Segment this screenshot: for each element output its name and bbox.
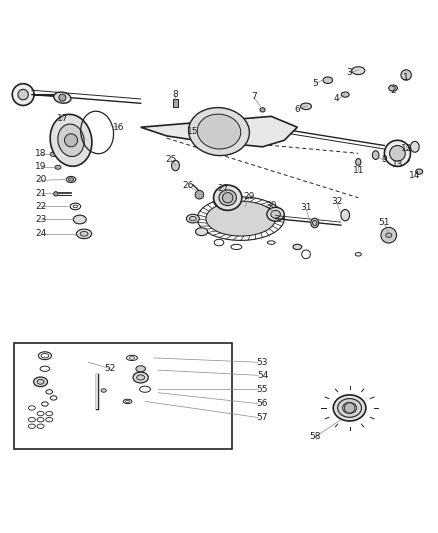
Ellipse shape <box>50 152 57 156</box>
Ellipse shape <box>341 209 350 221</box>
Text: 15: 15 <box>187 127 199 136</box>
Ellipse shape <box>101 389 106 392</box>
Ellipse shape <box>356 158 361 166</box>
Circle shape <box>18 90 28 100</box>
Ellipse shape <box>80 231 88 236</box>
Text: 16: 16 <box>113 123 125 132</box>
Text: 51: 51 <box>378 219 390 228</box>
Ellipse shape <box>195 228 208 236</box>
Circle shape <box>64 134 78 147</box>
Ellipse shape <box>77 229 92 239</box>
Ellipse shape <box>267 207 284 221</box>
Text: 19: 19 <box>35 162 46 171</box>
Text: 25: 25 <box>166 156 177 164</box>
Ellipse shape <box>410 141 419 152</box>
Circle shape <box>195 190 204 199</box>
Ellipse shape <box>73 215 86 224</box>
Ellipse shape <box>416 169 423 174</box>
Ellipse shape <box>271 211 280 218</box>
Text: 27: 27 <box>218 184 229 192</box>
Ellipse shape <box>372 151 379 159</box>
Text: 5: 5 <box>312 79 318 88</box>
Text: 8: 8 <box>173 90 178 99</box>
Ellipse shape <box>133 372 148 383</box>
Text: 1: 1 <box>403 72 409 82</box>
Text: 4: 4 <box>334 94 339 103</box>
Circle shape <box>59 94 66 101</box>
FancyBboxPatch shape <box>173 99 178 107</box>
Ellipse shape <box>341 92 349 97</box>
Ellipse shape <box>333 395 366 421</box>
Ellipse shape <box>352 67 365 75</box>
Ellipse shape <box>386 233 392 237</box>
Ellipse shape <box>34 377 47 386</box>
Ellipse shape <box>189 216 196 221</box>
Text: 18: 18 <box>35 149 46 158</box>
Ellipse shape <box>189 108 249 156</box>
Text: 24: 24 <box>35 229 46 238</box>
Text: 3: 3 <box>347 68 353 77</box>
Text: 29: 29 <box>244 192 255 201</box>
Ellipse shape <box>313 220 317 225</box>
Circle shape <box>381 228 396 243</box>
Text: 31: 31 <box>300 203 312 212</box>
Text: 17: 17 <box>57 114 68 123</box>
Ellipse shape <box>50 114 92 166</box>
Text: 21: 21 <box>35 189 46 198</box>
Ellipse shape <box>219 190 237 206</box>
Text: 20: 20 <box>35 175 46 184</box>
Ellipse shape <box>343 402 357 414</box>
Text: 55: 55 <box>257 385 268 394</box>
Text: 30: 30 <box>265 201 277 210</box>
Ellipse shape <box>300 103 311 110</box>
Ellipse shape <box>311 218 319 228</box>
Ellipse shape <box>323 77 332 84</box>
Text: 52: 52 <box>105 364 116 373</box>
Ellipse shape <box>37 379 44 384</box>
Text: 22: 22 <box>35 202 46 211</box>
Text: 53: 53 <box>257 358 268 367</box>
Polygon shape <box>141 116 297 147</box>
Text: 2: 2 <box>390 86 396 95</box>
Ellipse shape <box>136 366 145 372</box>
Text: 23: 23 <box>35 215 46 224</box>
Ellipse shape <box>197 114 241 149</box>
Circle shape <box>223 192 233 203</box>
Ellipse shape <box>403 158 409 162</box>
Text: 54: 54 <box>257 371 268 380</box>
Text: 6: 6 <box>294 106 300 114</box>
Circle shape <box>385 140 410 166</box>
Text: 57: 57 <box>257 413 268 422</box>
Circle shape <box>12 84 34 106</box>
Ellipse shape <box>58 124 84 157</box>
Ellipse shape <box>186 214 199 223</box>
Ellipse shape <box>55 165 61 169</box>
Ellipse shape <box>260 108 265 112</box>
Ellipse shape <box>172 160 180 171</box>
Ellipse shape <box>54 92 71 103</box>
Ellipse shape <box>293 244 302 249</box>
Polygon shape <box>206 201 276 236</box>
Text: 14: 14 <box>409 171 420 180</box>
Text: 12: 12 <box>400 144 412 154</box>
Text: 56: 56 <box>257 399 268 408</box>
Bar <box>14 343 232 449</box>
Text: 26: 26 <box>183 181 194 190</box>
Ellipse shape <box>68 178 74 181</box>
Ellipse shape <box>66 176 76 182</box>
Text: 11: 11 <box>353 166 364 175</box>
Text: 58: 58 <box>309 432 321 441</box>
Circle shape <box>401 70 411 80</box>
Circle shape <box>53 192 58 196</box>
Circle shape <box>344 403 355 413</box>
Text: 32: 32 <box>331 197 342 206</box>
Ellipse shape <box>338 399 361 417</box>
Ellipse shape <box>214 185 242 211</box>
Text: 13: 13 <box>392 160 403 169</box>
Ellipse shape <box>137 375 145 380</box>
Circle shape <box>390 146 405 161</box>
Text: 7: 7 <box>251 92 257 101</box>
Ellipse shape <box>389 85 397 91</box>
Text: 9: 9 <box>381 156 387 164</box>
